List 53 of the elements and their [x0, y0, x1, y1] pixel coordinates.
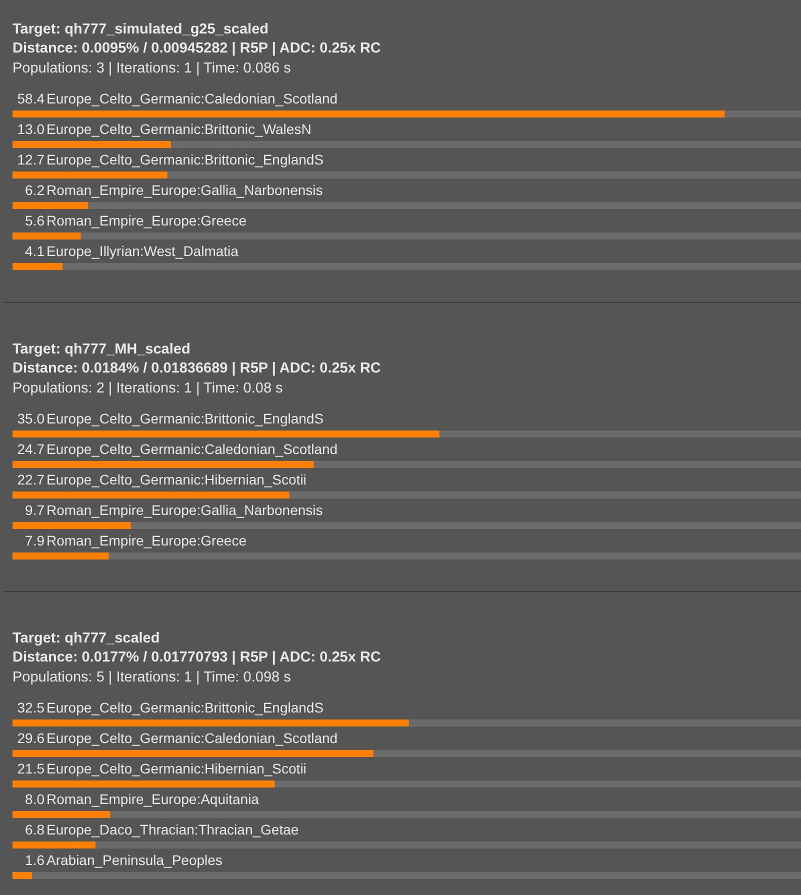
- data-label: 5.6: [25, 212, 45, 228]
- data-label: 1.6: [25, 852, 45, 868]
- y-tick-label: Roman_Empire_Europe:Aquitania: [46, 791, 260, 807]
- text: Populations: 3 | Iterations: 1 | Time: 0.086 s: [12, 60, 291, 76]
- data-label: 32.5: [17, 700, 45, 716]
- y-tick-label: Europe_Celto_Germanic:Caledonian_Scotland: [46, 90, 338, 106]
- bar: [12, 522, 131, 529]
- data-label: 22.7: [17, 472, 45, 488]
- y-tick-label: Europe_Celto_Germanic:Brittonic_WalesN: [46, 121, 312, 137]
- data-label: 9.7: [25, 502, 45, 518]
- data-label: 29.6: [17, 730, 45, 746]
- y-tick-label: Roman_Empire_Europe:Gallia_Narbonensis: [46, 182, 323, 198]
- y-tick-label: Europe_Celto_Germanic:Brittonic_EnglandS: [46, 152, 324, 168]
- bar: [12, 552, 109, 560]
- y-tick-label: Roman_Empire_Europe:Gallia_Narbonensis: [46, 502, 323, 518]
- y-tick-label: Europe_Celto_Germanic:Caledonian_Scotland: [46, 441, 338, 457]
- bar: [12, 842, 96, 848]
- y-tick-label: Europe_Celto_Germanic:Hibernian_Scotii: [46, 472, 306, 488]
- data-label: 7.9: [25, 532, 45, 548]
- text: Populations: 5 | Iterations: 1 | Time: 0.098 s: [12, 670, 291, 686]
- y-tick-label: Europe_Celto_Germanic:Brittonic_EnglandS: [46, 410, 324, 426]
- data-label: 24.7: [17, 441, 45, 457]
- chart-subtitle: Distance: 0.0184% / 0.01836689 | R5P | ADC: 0.25x RC: [12, 360, 382, 376]
- bar: [12, 263, 62, 270]
- y-tick-label: Roman_Empire_Europe:Greece: [46, 212, 247, 228]
- chart-subtitle: Distance: 0.0177% / 0.01770793 | R5P | ADC: 0.25x RC: [12, 650, 382, 666]
- data-label: 13.0: [17, 121, 45, 137]
- bar: [12, 811, 110, 818]
- y-tick-label: Europe_Illyrian:West_Dalmatia: [46, 243, 239, 259]
- data-label: 21.5: [17, 760, 45, 776]
- y-tick-label: Roman_Empire_Europe:Greece: [46, 532, 247, 548]
- bar: [12, 872, 32, 879]
- chart-subtitle: Distance: 0.0095% / 0.00945282 | R5P | ADC: 0.25x RC: [12, 40, 382, 56]
- bar: [12, 141, 172, 148]
- data-label: 35.0: [17, 410, 45, 426]
- chart-title: Target: qh777_MH_scaled: [12, 342, 190, 358]
- data-label: 6.2: [25, 182, 45, 198]
- data-label: 12.7: [17, 152, 45, 168]
- bar: [12, 232, 81, 240]
- bar: [12, 202, 88, 209]
- y-tick-label: Europe_Daco_Thracian:Thracian_Getae: [46, 822, 299, 838]
- chart-title: Target: qh777_simulated_g25_scaled: [12, 22, 269, 38]
- y-tick-label: Europe_Celto_Germanic:Hibernian_Scotii: [46, 760, 306, 776]
- y-tick-label: Europe_Celto_Germanic:Brittonic_EnglandS: [46, 700, 324, 716]
- bar: [12, 172, 168, 178]
- y-tick-label: Europe_Celto_Germanic:Caledonian_Scotland: [46, 730, 338, 746]
- data-label: 6.8: [25, 822, 45, 838]
- chart-title: Target: qh777_scaled: [12, 630, 160, 646]
- data-label: 4.1: [25, 243, 45, 259]
- data-label: 8.0: [25, 791, 45, 807]
- text: Populations: 2 | Iterations: 1 | Time: 0.08 s: [12, 380, 283, 396]
- y-tick-label: Arabian_Peninsula_Peoples: [46, 852, 222, 868]
- data-label: 58.4: [17, 90, 45, 106]
